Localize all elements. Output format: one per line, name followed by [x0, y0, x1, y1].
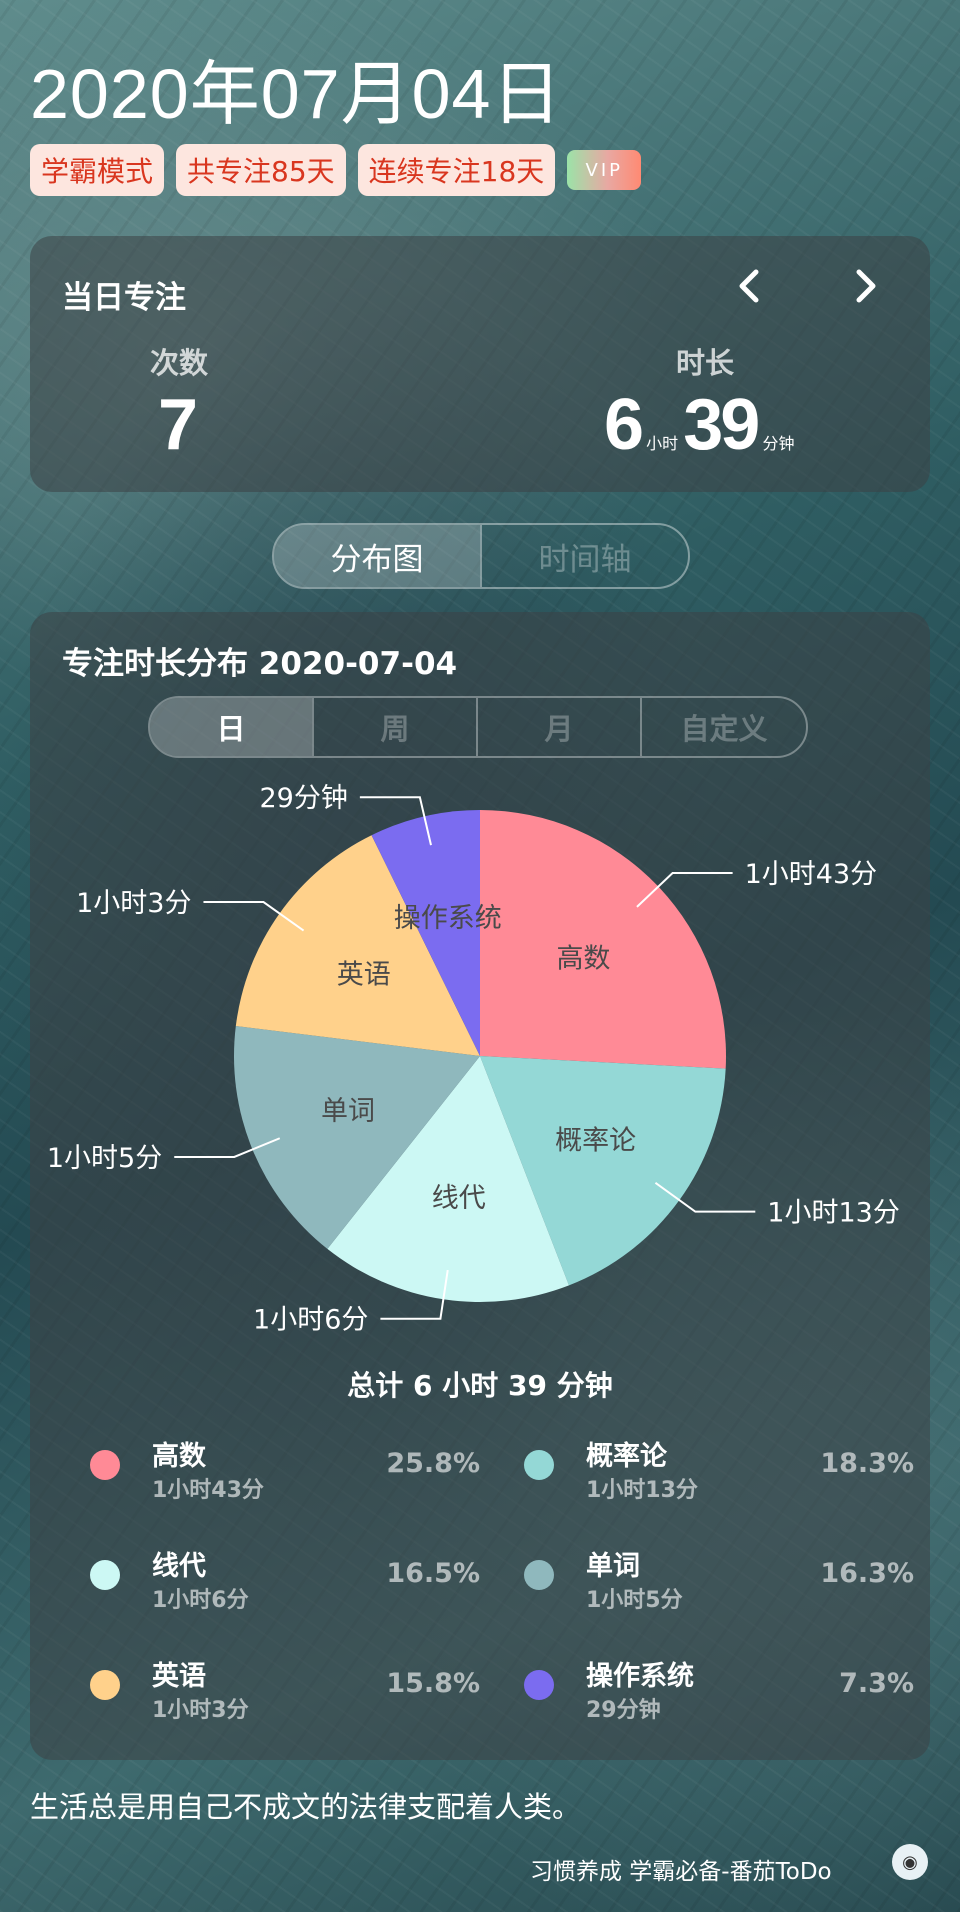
duration-label: 时长: [676, 346, 735, 380]
hours-value: 6: [604, 385, 644, 465]
pie-value-label-0: 1小时43分: [745, 859, 878, 890]
legend-duration: 29分钟: [586, 1698, 661, 1723]
chevron-left-icon[interactable]: [730, 266, 770, 306]
legend-duration: 1小时13分: [586, 1478, 698, 1503]
legend-name: 单词: [586, 1551, 640, 1582]
legend-percent: 18.3%: [820, 1448, 914, 1479]
count-value: 7: [158, 385, 198, 465]
pie-slice-label-1: 概率论: [555, 1126, 636, 1157]
legend-item[interactable]: 线代 1小时6分 16.5%: [60, 1544, 480, 1624]
pie-leader-line-5: [359, 796, 432, 846]
distribution-title: 专注时长分布 2020-07-04: [62, 646, 458, 682]
pie-leader-line-3: [174, 1137, 281, 1158]
legend-name: 线代: [152, 1551, 206, 1582]
total-days-badge: 共专注85天: [176, 144, 346, 196]
pie-value-label-1: 1小时13分: [767, 1198, 900, 1229]
count-label: 次数: [150, 346, 209, 380]
minutes-value: 39: [683, 385, 760, 465]
tab-week[interactable]: 周: [312, 698, 476, 756]
legend-item[interactable]: 操作系统 29分钟 7.3%: [494, 1654, 914, 1734]
duration-value: 6 小时 39 分钟: [604, 384, 794, 466]
legend-duration: 1小时43分: [152, 1478, 264, 1503]
pie-leader-line-4: [203, 901, 305, 932]
total-duration: 总计 6 小时 39 分钟: [347, 1369, 613, 1402]
legend-color-dot: [90, 1670, 120, 1700]
tab-custom[interactable]: 自定义: [640, 698, 806, 756]
pie-leader-line-2: [380, 1269, 449, 1320]
legend-duration: 1小时5分: [586, 1588, 683, 1613]
distribution-card: 专注时长分布 2020-07-04 日 周 月 自定义 高数 1小时43分 概率论 1…: [30, 612, 930, 1760]
daily-focus-card: 当日专注 次数 时长 7 6 小时 39 分钟: [30, 236, 930, 492]
daily-quote: 生活总是用自己不成文的法律支配着人类。: [30, 1790, 582, 1824]
pie-slice-3[interactable]: [233, 1026, 480, 1249]
legend-name: 高数: [152, 1441, 206, 1472]
legend-color-dot: [524, 1560, 554, 1590]
period-tabs: 日 周 月 自定义: [148, 696, 808, 758]
legend-item[interactable]: 单词 1小时5分 16.3%: [494, 1544, 914, 1624]
pie-slice-label-5: 操作系统: [394, 903, 502, 934]
pie-slice-4[interactable]: [235, 835, 480, 1056]
minutes-unit: 分钟: [762, 434, 795, 453]
vip-badge[interactable]: VIP: [567, 150, 642, 190]
pie-value-label-4: 1小时3分: [76, 888, 191, 919]
legend-color-dot: [90, 1560, 120, 1590]
pie-slice-1[interactable]: [480, 1056, 726, 1286]
legend-color-dot: [90, 1450, 120, 1480]
page-date: 2020年07月04日: [30, 55, 563, 133]
pie-leader-line-1: [654, 1182, 756, 1213]
legend-item[interactable]: 概率论 1小时13分 18.3%: [494, 1434, 914, 1514]
pie-value-label-5: 29分钟: [260, 783, 348, 814]
tab-month[interactable]: 月: [476, 698, 640, 756]
pie-slice-label-3: 单词: [321, 1096, 375, 1127]
legend-item[interactable]: 英语 1小时3分 15.8%: [60, 1654, 480, 1734]
pie-leader-line-0: [636, 872, 733, 908]
daily-focus-title: 当日专注: [62, 280, 186, 316]
pie-value-label-3: 1小时5分: [47, 1143, 162, 1174]
tab-day[interactable]: 日: [150, 698, 312, 756]
pie-value-label-2: 1小时6分: [253, 1305, 368, 1336]
legend-duration: 1小时6分: [152, 1588, 249, 1613]
pie-slice-5[interactable]: [371, 810, 480, 1056]
legend-name: 操作系统: [586, 1661, 694, 1692]
app-slogan: 习惯养成 学霸必备-番茄ToDo: [530, 1859, 832, 1885]
chevron-right-icon[interactable]: [845, 266, 885, 306]
legend-color-dot: [524, 1670, 554, 1700]
tab-timeline[interactable]: 时间轴: [480, 525, 688, 587]
legend-item[interactable]: 高数 1小时43分 25.8%: [60, 1434, 480, 1514]
hours-unit: 小时: [646, 434, 679, 453]
legend-percent: 25.8%: [386, 1448, 480, 1479]
pie-slice-0[interactable]: [480, 810, 726, 1069]
streak-badge: 连续专注18天: [357, 144, 556, 196]
badge-row: 学霸模式 共专注85天 连续专注18天 VIP: [30, 144, 642, 196]
pie-slice-label-2: 线代: [432, 1183, 486, 1214]
legend-duration: 1小时3分: [152, 1698, 249, 1723]
tomato-logo-icon[interactable]: ◉: [892, 1844, 928, 1880]
legend-name: 概率论: [586, 1441, 667, 1472]
legend-color-dot: [524, 1450, 554, 1480]
legend-percent: 7.3%: [839, 1668, 914, 1699]
legend-percent: 15.8%: [386, 1668, 480, 1699]
pie-slice-label-0: 高数: [556, 944, 610, 975]
legend-name: 英语: [152, 1661, 206, 1692]
study-mode-badge[interactable]: 学霸模式: [30, 144, 165, 196]
pie-slice-label-4: 英语: [337, 959, 391, 990]
view-toggle: 分布图 时间轴: [272, 523, 690, 589]
pie-slice-2[interactable]: [327, 1056, 569, 1302]
legend-percent: 16.3%: [820, 1558, 914, 1589]
tab-distribution[interactable]: 分布图: [274, 525, 480, 587]
legend-percent: 16.5%: [386, 1558, 480, 1589]
